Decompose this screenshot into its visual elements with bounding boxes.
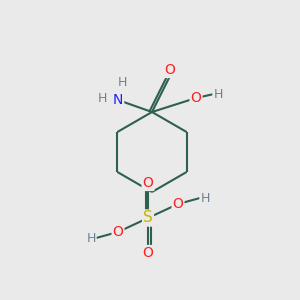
Text: O: O	[172, 197, 183, 211]
Text: O: O	[112, 225, 123, 239]
Text: H: H	[117, 76, 127, 88]
Text: N: N	[113, 93, 123, 107]
Text: O: O	[142, 176, 153, 190]
Text: O: O	[165, 63, 176, 77]
Text: H: H	[97, 92, 107, 104]
Text: O: O	[190, 91, 201, 105]
Text: H: H	[213, 88, 223, 100]
Text: O: O	[142, 246, 153, 260]
Text: H: H	[200, 191, 210, 205]
Text: H: H	[86, 232, 96, 244]
Text: S: S	[143, 211, 153, 226]
